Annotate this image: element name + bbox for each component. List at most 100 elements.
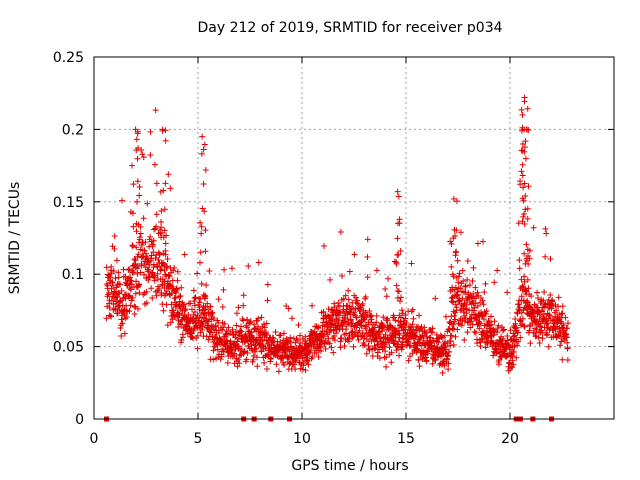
data-point xyxy=(202,166,209,173)
data-point xyxy=(518,293,525,300)
data-point xyxy=(383,363,390,370)
data-point xyxy=(446,319,453,326)
data-point xyxy=(134,270,141,277)
data-point xyxy=(563,334,570,341)
data-point xyxy=(402,312,409,319)
data-point xyxy=(527,340,534,347)
data-point xyxy=(158,289,165,296)
data-point xyxy=(445,366,452,373)
data-point xyxy=(127,277,134,284)
data-point xyxy=(194,345,201,352)
data-point xyxy=(108,285,115,292)
data-point xyxy=(151,277,158,284)
data-point xyxy=(135,239,142,246)
data-point xyxy=(255,259,262,266)
data-point xyxy=(482,344,489,351)
data-point xyxy=(143,288,150,295)
data-point xyxy=(361,316,368,323)
data-point xyxy=(395,338,402,345)
data-point xyxy=(474,289,481,296)
data-point xyxy=(457,307,464,314)
data-point xyxy=(407,342,414,349)
y-axis-label: SRMTID / TECUs xyxy=(7,182,23,295)
data-point xyxy=(521,98,528,105)
data-point xyxy=(541,289,548,296)
data-point xyxy=(255,315,262,322)
data-point xyxy=(150,261,157,268)
data-point xyxy=(174,268,181,275)
data-point xyxy=(446,348,453,355)
data-point xyxy=(461,337,468,344)
data-point xyxy=(197,249,204,256)
data-point xyxy=(479,297,486,304)
data-point xyxy=(136,184,143,191)
data-point xyxy=(122,295,129,302)
data-point xyxy=(229,347,236,354)
data-point xyxy=(292,357,299,364)
data-point xyxy=(460,278,467,285)
data-point xyxy=(477,320,484,327)
data-point xyxy=(149,241,156,248)
data-point xyxy=(505,341,512,348)
data-point xyxy=(125,266,132,273)
data-point xyxy=(521,323,528,330)
data-point xyxy=(544,331,551,338)
data-point xyxy=(546,312,553,319)
data-point xyxy=(242,331,249,338)
data-point xyxy=(540,297,547,304)
data-point xyxy=(261,359,268,366)
data-point xyxy=(560,322,567,329)
data-point xyxy=(171,264,178,271)
data-point xyxy=(134,305,141,312)
data-point xyxy=(470,264,477,271)
data-point xyxy=(194,270,201,277)
data-point xyxy=(429,325,436,332)
data-point xyxy=(291,361,298,368)
x-tick-label: 10 xyxy=(293,431,311,447)
x-tick-label: 5 xyxy=(194,431,203,447)
data-point xyxy=(482,280,489,287)
data-point xyxy=(189,333,196,340)
data-point xyxy=(562,314,569,321)
data-point xyxy=(452,249,459,256)
data-point xyxy=(162,137,169,144)
data-point xyxy=(164,255,171,262)
data-point xyxy=(175,324,182,331)
data-point xyxy=(285,305,292,312)
data-point xyxy=(558,338,565,345)
data-point xyxy=(394,220,401,227)
data-point xyxy=(127,286,134,293)
data-point xyxy=(523,241,530,248)
data-point xyxy=(153,292,160,299)
data-point xyxy=(325,306,332,313)
data-point xyxy=(403,319,410,326)
data-point xyxy=(519,111,526,118)
data-point xyxy=(447,238,454,245)
data-point xyxy=(133,220,140,227)
data-point xyxy=(535,294,542,301)
data-point xyxy=(511,332,518,339)
data-point xyxy=(356,327,363,334)
data-point xyxy=(517,322,524,329)
data-point xyxy=(452,333,459,340)
data-point xyxy=(385,275,392,282)
data-point xyxy=(536,340,543,346)
data-point xyxy=(459,267,466,274)
data-point xyxy=(200,146,207,153)
data-point xyxy=(517,181,524,188)
data-point xyxy=(235,356,242,363)
data-point xyxy=(518,147,525,154)
data-point xyxy=(504,337,511,344)
data-point xyxy=(212,334,219,341)
data-point xyxy=(156,251,163,258)
data-point xyxy=(160,307,167,314)
data-point xyxy=(153,211,160,218)
data-point xyxy=(319,332,326,339)
data-point xyxy=(244,316,251,323)
data-point xyxy=(514,329,521,336)
data-point xyxy=(522,138,529,145)
data-point xyxy=(133,136,140,143)
data-point xyxy=(220,286,227,293)
data-point xyxy=(133,198,140,205)
data-point xyxy=(219,303,226,310)
